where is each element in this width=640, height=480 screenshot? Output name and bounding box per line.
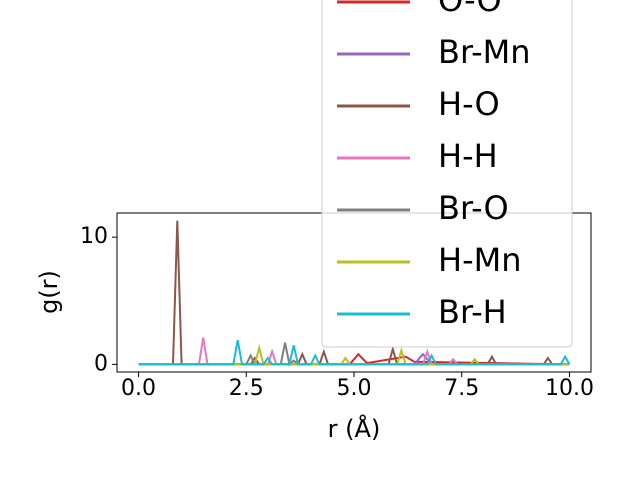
series-line (138, 343, 570, 366)
legend-label: H-Mn (438, 241, 522, 279)
legend: O-O Br-Mn H-O H-H Br-O H-Mn Br-H (321, 0, 573, 348)
legend-box (321, 0, 573, 348)
legend-label: Br-O (438, 189, 509, 227)
legend-label: O-O (438, 0, 502, 19)
y-tick-label: 10 (80, 224, 108, 249)
x-tick-label: 7.5 (444, 376, 479, 401)
x-tick-label: 10.0 (545, 376, 594, 401)
y-axis-label: g(r) (35, 270, 63, 314)
legend-label: H-H (438, 137, 498, 175)
x-tick-label: 2.5 (229, 376, 264, 401)
series-line (138, 352, 570, 366)
y-tick-label: 0 (94, 351, 108, 376)
legend-label: H-O (438, 85, 500, 123)
legend-label: Br-Mn (438, 33, 531, 71)
x-axis-label: r (Å) (328, 414, 381, 443)
series-line (138, 342, 570, 367)
series-line (138, 340, 571, 366)
x-tick-label: 5.0 (337, 376, 372, 401)
x-tick-label: 0.0 (121, 376, 156, 401)
legend-label: Br-H (438, 293, 507, 331)
